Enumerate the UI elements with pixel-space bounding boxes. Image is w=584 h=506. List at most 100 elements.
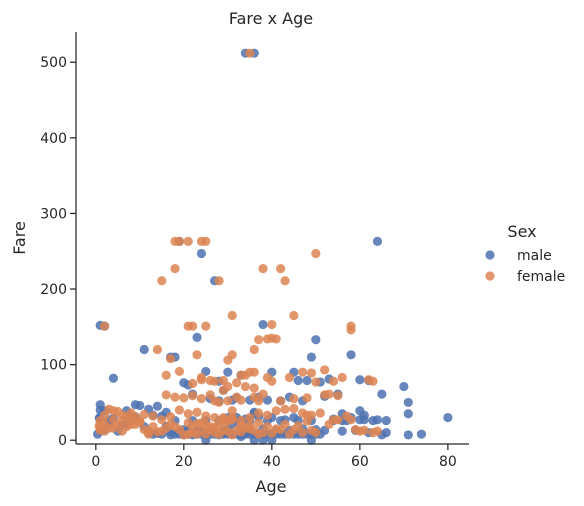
point-male	[139, 344, 149, 355]
point-female	[245, 412, 255, 423]
x-tick-label: 80	[439, 454, 457, 470]
point-female	[227, 310, 237, 321]
point-female	[245, 424, 255, 434]
point-female	[170, 264, 180, 274]
point-female	[161, 370, 171, 380]
x-axis-ticks: 0 20 40 60 80	[91, 444, 457, 470]
x-tick-label: 20	[175, 454, 193, 470]
point-male	[355, 375, 365, 385]
point-female	[166, 353, 176, 364]
point-female	[337, 372, 347, 383]
point-male	[399, 381, 409, 392]
point-female	[372, 426, 383, 436]
point-male	[306, 352, 317, 362]
point-male	[166, 430, 176, 440]
y-tick-label: 100	[40, 358, 67, 374]
point-female	[144, 429, 154, 439]
point-female	[346, 415, 356, 425]
point-female	[223, 396, 233, 406]
point-female	[280, 276, 290, 286]
point-female	[100, 321, 110, 331]
point-female	[152, 344, 163, 355]
point-female	[254, 418, 264, 428]
point-female	[258, 264, 268, 274]
point-female	[280, 404, 290, 414]
point-female	[254, 396, 264, 406]
point-female	[174, 425, 185, 435]
point-male	[152, 401, 163, 411]
x-tick-label: 60	[351, 454, 369, 470]
point-male	[267, 435, 277, 445]
point-male	[223, 367, 233, 377]
point-male	[293, 375, 303, 386]
y-axis-ticks: 0 100 200 300 400 500	[40, 55, 76, 449]
point-female	[346, 325, 356, 335]
point-female	[157, 276, 167, 286]
point-female	[280, 419, 290, 429]
point-female	[192, 350, 202, 360]
point-female	[218, 412, 229, 423]
point-female	[271, 334, 281, 344]
point-female	[108, 415, 119, 425]
point-female	[254, 408, 264, 418]
point-female	[170, 392, 180, 402]
legend-items: male female	[485, 248, 565, 285]
point-female	[227, 350, 237, 360]
point-female	[240, 381, 251, 392]
point-female	[192, 407, 202, 417]
point-male	[192, 332, 202, 343]
point-male	[372, 236, 383, 247]
point-female	[166, 412, 176, 422]
point-male	[258, 319, 268, 330]
point-female	[293, 421, 303, 431]
x-tick-label: 40	[263, 454, 281, 470]
point-female	[298, 367, 308, 377]
point-female	[210, 412, 220, 423]
point-female	[289, 403, 299, 414]
point-female	[188, 378, 198, 389]
point-female	[139, 409, 149, 420]
point-female	[227, 406, 237, 416]
y-tick-label: 300	[40, 206, 67, 222]
point-female	[368, 376, 378, 386]
point-male	[377, 389, 387, 399]
point-female	[135, 417, 145, 427]
point-female	[196, 394, 207, 404]
point-female	[218, 385, 229, 395]
point-female	[117, 415, 127, 426]
series-female	[94, 48, 383, 440]
point-female	[148, 411, 158, 421]
point-female	[315, 408, 325, 418]
point-male	[135, 400, 145, 411]
point-male	[311, 335, 321, 345]
point-male	[443, 412, 453, 423]
point-female	[183, 409, 193, 419]
point-female	[311, 248, 321, 259]
point-female	[267, 319, 277, 330]
point-female	[324, 389, 334, 399]
point-female	[188, 422, 198, 432]
point-female	[205, 422, 215, 432]
point-female	[126, 408, 136, 418]
point-female	[210, 376, 220, 386]
y-tick-label: 0	[58, 433, 67, 449]
point-female	[201, 321, 211, 331]
point-female	[262, 422, 273, 432]
point-female	[306, 368, 317, 378]
point-female	[174, 405, 185, 415]
point-male	[306, 435, 317, 445]
point-female	[236, 395, 246, 405]
y-tick-label: 200	[40, 282, 67, 298]
point-female	[157, 415, 167, 425]
point-male	[403, 409, 413, 419]
point-female	[174, 366, 185, 377]
point-female	[271, 406, 281, 416]
point-female	[333, 415, 343, 425]
point-female	[166, 419, 176, 429]
point-female	[174, 236, 185, 247]
point-female	[188, 391, 198, 401]
point-male	[381, 415, 391, 426]
point-female	[298, 428, 308, 438]
point-female	[188, 321, 198, 331]
point-female	[258, 389, 268, 399]
